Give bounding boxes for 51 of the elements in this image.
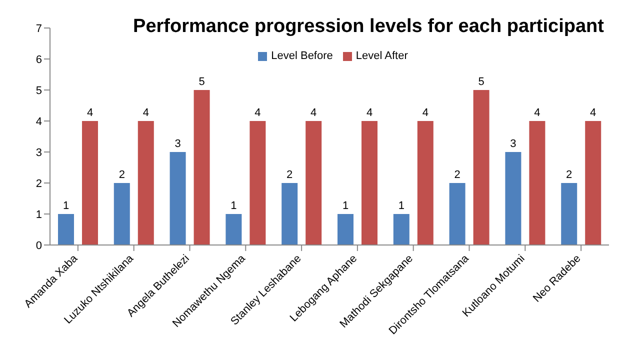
bar <box>114 183 130 245</box>
bar <box>138 121 154 245</box>
bar <box>306 121 322 245</box>
bar <box>585 121 602 245</box>
bar <box>449 183 466 245</box>
data-label: 4 <box>534 107 540 119</box>
data-label: 1 <box>342 200 349 212</box>
bar <box>58 214 74 245</box>
bar <box>226 214 242 245</box>
bar <box>505 152 522 245</box>
bar <box>250 121 266 245</box>
chart-title: Performance progression levels for each participant <box>132 16 605 38</box>
data-label: 1 <box>62 200 70 212</box>
data-label: 4 <box>310 107 317 119</box>
bar <box>393 214 410 245</box>
data-label: 4 <box>366 107 373 119</box>
bar <box>282 183 298 245</box>
data-label: 4 <box>590 107 596 119</box>
legend-label: Level After <box>356 50 408 62</box>
bar <box>473 90 490 245</box>
y-tick-label: 3 <box>36 146 42 159</box>
y-tick-label: 0 <box>36 240 42 252</box>
data-label: 5 <box>478 76 484 88</box>
data-label: 4 <box>254 107 261 119</box>
y-tick-label: 6 <box>36 54 42 66</box>
y-tick-label: 7 <box>36 22 42 35</box>
y-tick-label: 2 <box>36 178 42 190</box>
y-tick-label: 5 <box>36 84 42 97</box>
data-label: 1 <box>230 200 237 212</box>
y-tick-label: 1 <box>36 208 42 221</box>
bar <box>82 121 98 245</box>
data-label: 4 <box>142 107 149 119</box>
data-label: 2 <box>454 169 460 181</box>
bar <box>170 152 186 245</box>
legend-label: Level Before <box>271 50 333 62</box>
data-label: 4 <box>86 107 94 119</box>
data-label: 3 <box>174 138 181 150</box>
data-label: 1 <box>398 200 404 212</box>
bar <box>417 121 434 245</box>
bar <box>561 183 578 245</box>
data-label: 2 <box>118 169 125 181</box>
bar <box>529 121 546 245</box>
bar <box>338 214 354 245</box>
data-label: 3 <box>510 138 516 150</box>
bar <box>194 90 210 245</box>
data-label: 5 <box>198 76 205 88</box>
y-tick-label: 4 <box>36 116 42 128</box>
data-label: 4 <box>422 107 428 119</box>
data-label: 2 <box>566 169 572 181</box>
data-label: 2 <box>286 169 293 181</box>
bar <box>362 121 378 245</box>
